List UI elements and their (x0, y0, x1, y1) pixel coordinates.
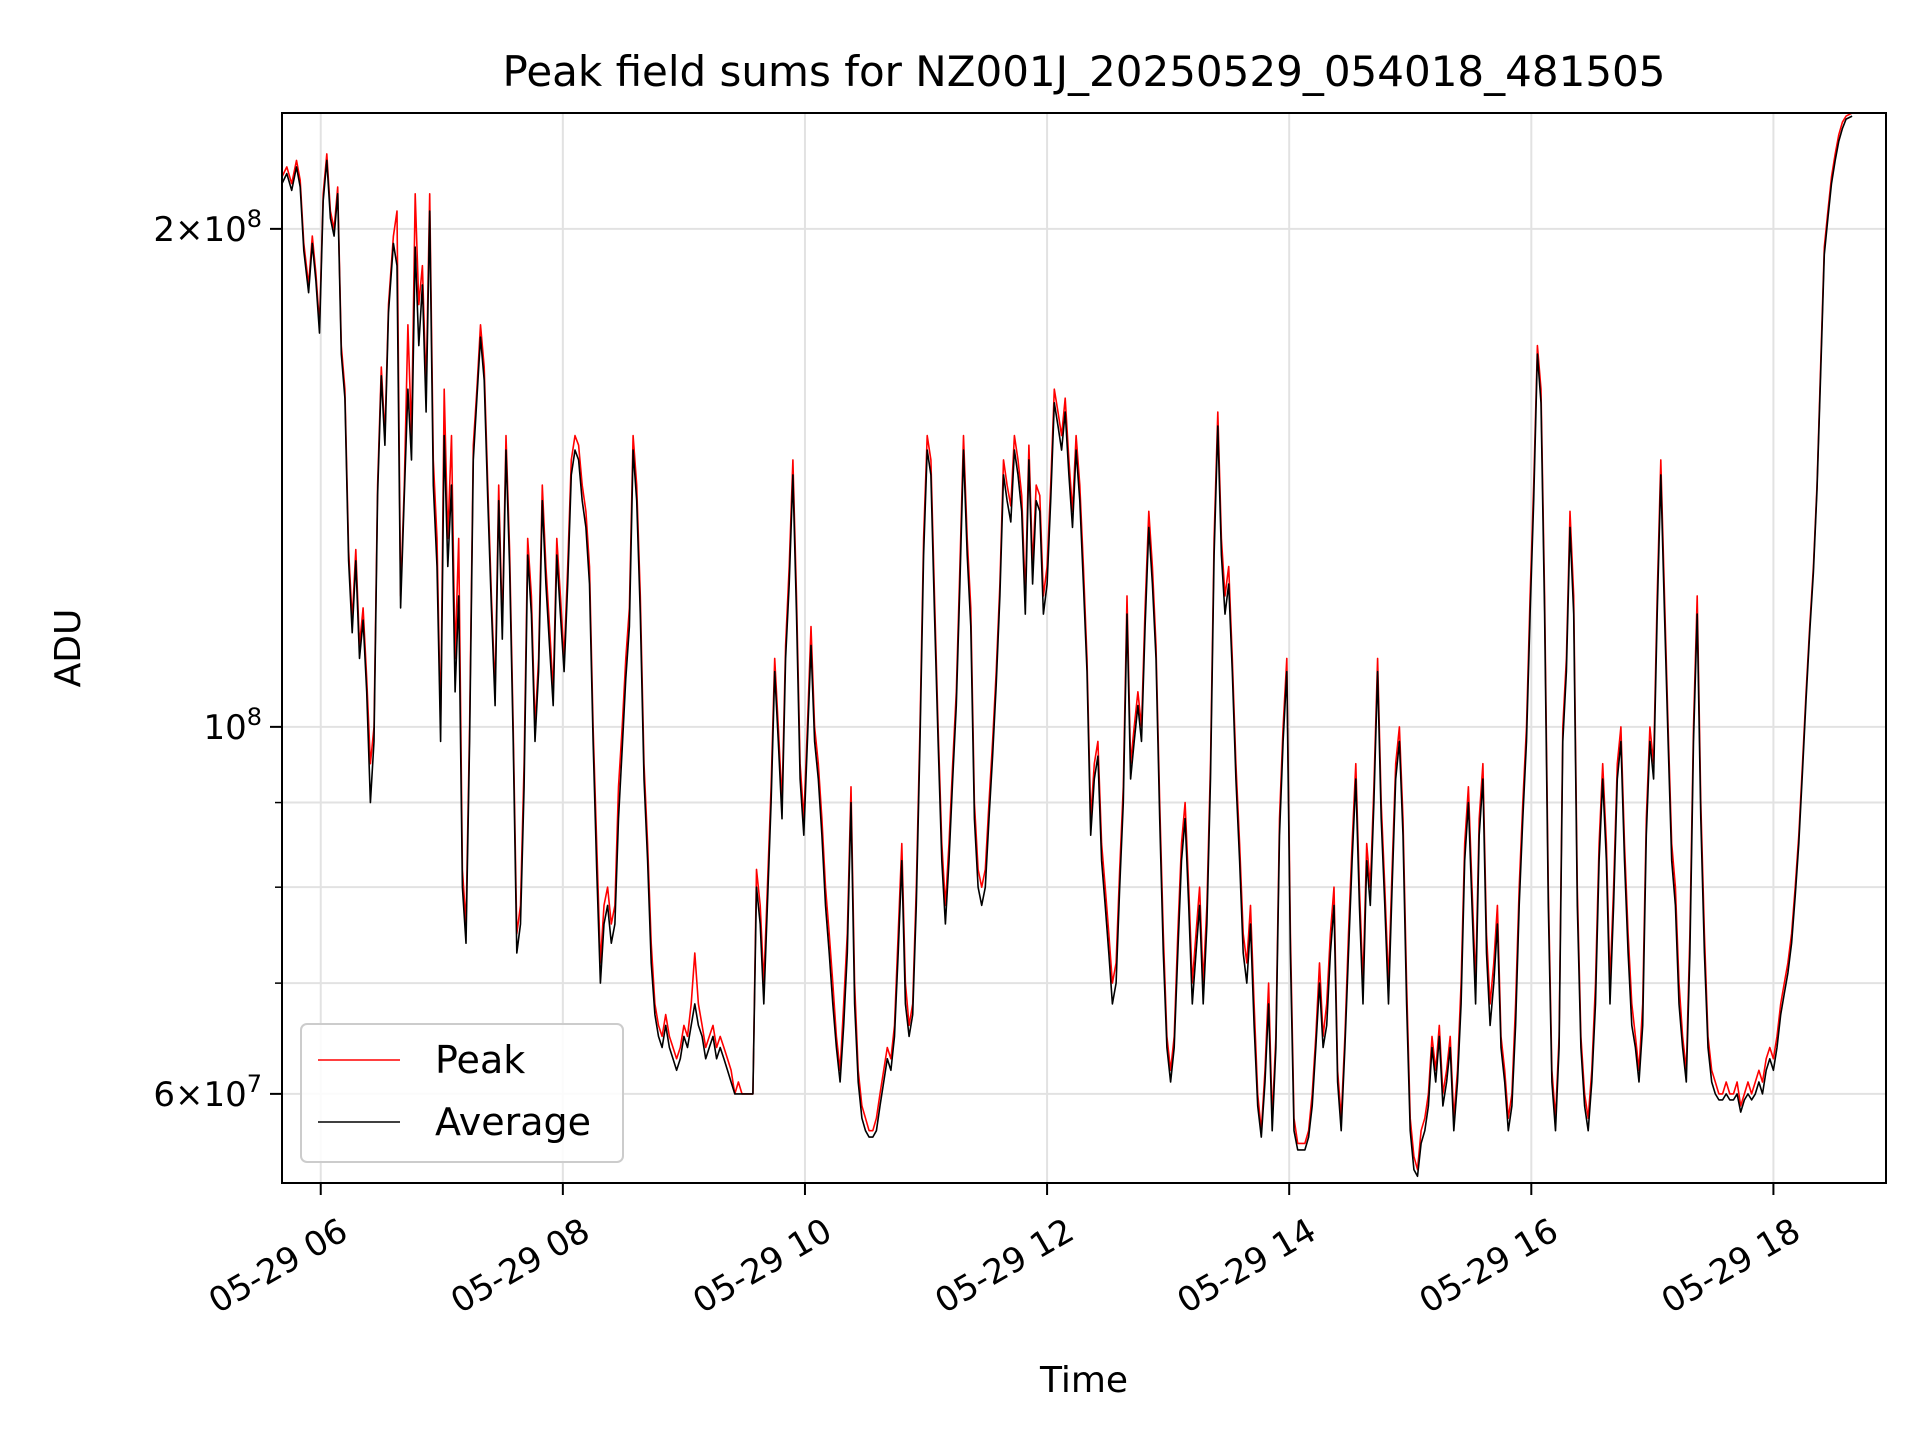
y-axis: 6×107 108 2×108 (153, 205, 282, 1115)
chart-title: Peak field sums for NZ001J_20250529_0540… (503, 47, 1666, 96)
y-tick-label-0: 6×107 (153, 1070, 262, 1115)
legend-label-average: Average (435, 1100, 591, 1144)
legend: Peak Average (300, 1023, 624, 1163)
y-tick-label-2: 2×108 (153, 205, 262, 250)
y-axis-title: ADU (48, 609, 89, 688)
legend-label-peak: Peak (435, 1038, 525, 1082)
y-tick-label-1: 108 (203, 703, 262, 748)
series-layer (281, 112, 1853, 1178)
legend-box (300, 1023, 624, 1163)
grid (282, 113, 1886, 1183)
series-line-peak (281, 112, 1853, 1171)
plot-frame (281, 112, 1887, 1184)
series-line-average (281, 115, 1853, 1178)
x-axis-title: Time (1039, 1360, 1128, 1401)
